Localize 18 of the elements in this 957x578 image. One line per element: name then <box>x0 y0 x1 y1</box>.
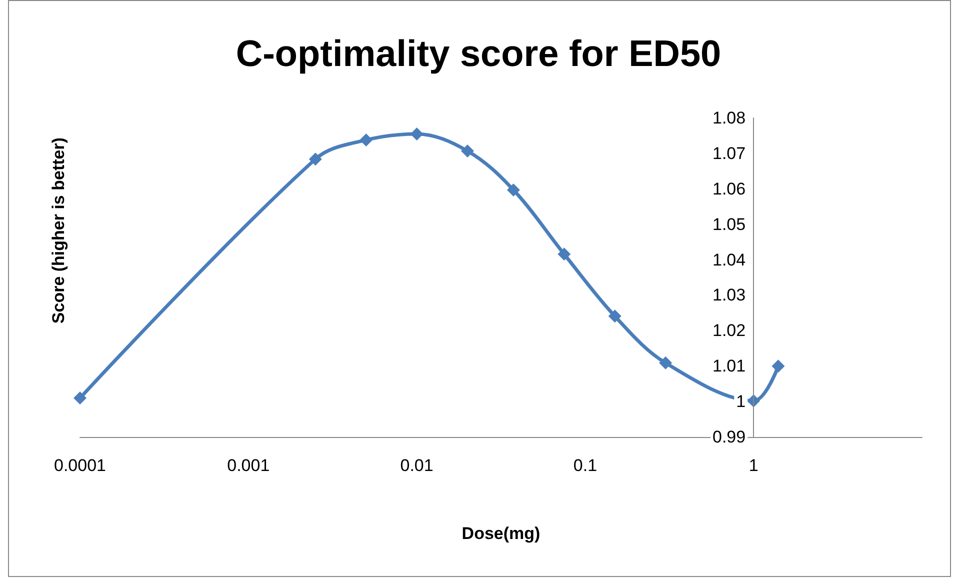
y-tick-label: 1 <box>736 392 746 412</box>
x-tick-label: 0.1 <box>573 456 598 475</box>
x-axis-title: Dose(mg) <box>462 524 540 543</box>
x-tick-label: 0.0001 <box>54 456 106 475</box>
x-tick-label: 0.01 <box>400 456 434 475</box>
y-tick-label: 1.05 <box>712 214 746 234</box>
y-tick-label: 1.07 <box>712 144 746 163</box>
y-tick-label: 0.99 <box>712 428 746 446</box>
y-axis-title: Score (higher is better) <box>49 137 68 324</box>
chart-title: C-optimality score for ED50 <box>236 33 722 74</box>
x-tick-label: 1 <box>748 456 758 475</box>
y-tick-label: 1.01 <box>712 356 746 376</box>
y-tick-label: 1.04 <box>712 250 746 270</box>
x-tick-label: 0.001 <box>227 456 270 475</box>
y-tick-label: 1.02 <box>712 321 746 340</box>
y-tick-label: 1.03 <box>712 286 746 305</box>
y-tick-label: 1.06 <box>712 179 746 198</box>
y-tick-label: 1.08 <box>712 108 746 128</box>
